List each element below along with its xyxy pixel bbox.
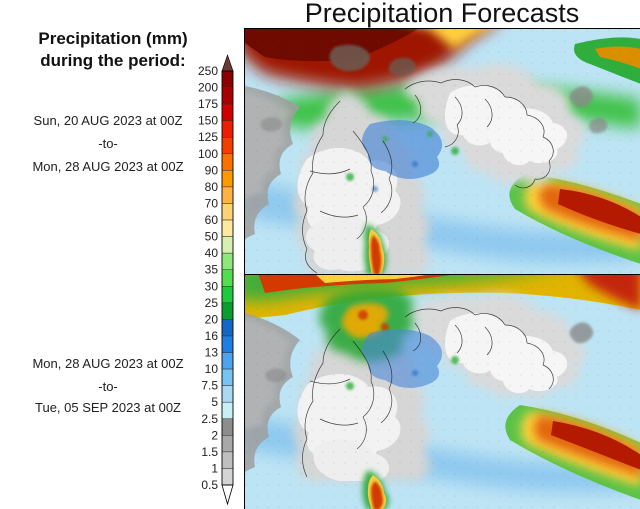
svg-text:5: 5 xyxy=(211,395,218,409)
svg-text:80: 80 xyxy=(205,180,219,194)
svg-text:250: 250 xyxy=(198,64,218,78)
svg-text:2: 2 xyxy=(211,428,218,442)
svg-text:16: 16 xyxy=(205,329,219,343)
svg-text:200: 200 xyxy=(198,81,218,95)
svg-text:1.5: 1.5 xyxy=(201,445,218,459)
svg-text:100: 100 xyxy=(198,147,218,161)
svg-text:1: 1 xyxy=(211,461,218,475)
svg-text:30: 30 xyxy=(205,279,219,293)
svg-text:70: 70 xyxy=(205,196,219,210)
svg-text:2.5: 2.5 xyxy=(201,412,218,426)
svg-text:125: 125 xyxy=(198,130,218,144)
svg-text:7.5: 7.5 xyxy=(201,379,218,393)
svg-text:20: 20 xyxy=(205,312,219,326)
svg-text:175: 175 xyxy=(198,97,218,111)
svg-text:0.5: 0.5 xyxy=(201,478,218,492)
svg-text:90: 90 xyxy=(205,163,219,177)
svg-text:13: 13 xyxy=(205,346,219,360)
svg-text:40: 40 xyxy=(205,246,219,260)
svg-text:150: 150 xyxy=(198,114,218,128)
svg-text:35: 35 xyxy=(205,263,219,277)
svg-text:10: 10 xyxy=(205,362,219,376)
svg-text:25: 25 xyxy=(205,296,219,310)
svg-text:60: 60 xyxy=(205,213,219,227)
svg-text:50: 50 xyxy=(205,230,219,244)
